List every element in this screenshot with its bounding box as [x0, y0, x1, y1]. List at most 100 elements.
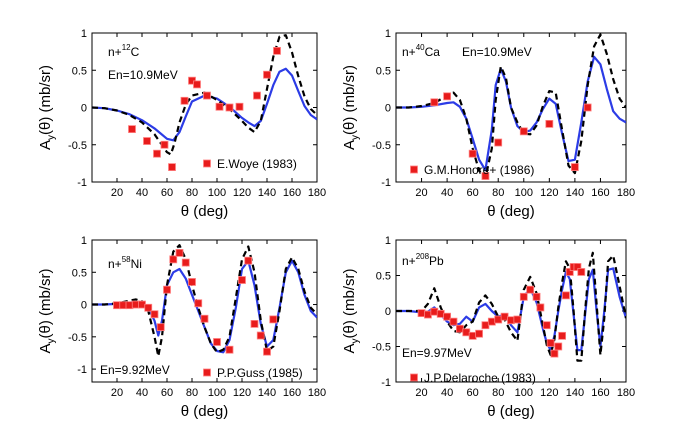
chart-panel-0: 20 40 60 80 100 120 140 160 180 -1 -0.5 0 0.5 1 θ (deg…	[37, 28, 326, 220]
x-axis-label: θ (deg)	[487, 203, 535, 220]
data-point	[481, 321, 490, 330]
data-point	[570, 163, 579, 172]
data-point	[144, 303, 153, 312]
data-point	[263, 70, 271, 79]
chart-panel-1: 20 40 60 80 100 120 140 160 180 -1 -0.5 0 0.5 1 θ (deg…	[341, 28, 635, 220]
x-tick-label: 160	[283, 387, 301, 399]
x-tick-label: 180	[308, 387, 326, 399]
data-point	[213, 338, 221, 346]
data-point	[494, 315, 503, 324]
data-point	[263, 347, 271, 356]
nucleus-prefix: n+	[402, 45, 416, 59]
energy-label: En=10.9MeV	[108, 68, 178, 82]
data-point	[494, 138, 503, 147]
data-point	[562, 291, 570, 300]
x-tick-label: 20	[415, 387, 427, 399]
x-tick-label: 140	[566, 387, 584, 399]
x-tick-label: 140	[258, 187, 276, 199]
y-label-rest: (θ) (mb/sr)	[341, 268, 358, 338]
data-point	[430, 98, 439, 107]
energy-label: En=10.9MeV	[462, 45, 532, 59]
data-point	[542, 321, 551, 330]
x-tick-label: 40	[441, 387, 453, 399]
x-tick-label: 60	[467, 187, 479, 199]
data-point	[526, 285, 535, 294]
y-tick-label: -1	[381, 377, 391, 389]
y-axis-label: Ay(θ) (mb/sr)	[341, 65, 361, 150]
x-tick-label: 100	[208, 387, 226, 399]
y-label-sub: y	[350, 135, 361, 140]
y-label-sub: y	[350, 338, 361, 343]
data-point	[507, 316, 515, 325]
y-tick-label: 0.5	[72, 267, 87, 279]
data-point	[487, 317, 496, 326]
nucleus-symbol: C	[131, 45, 140, 59]
x-tick-label: 80	[186, 187, 198, 199]
curves	[396, 251, 626, 362]
nucleus-mass: 58	[122, 255, 131, 264]
x-tick-label: 20	[111, 187, 123, 199]
x-tick-label: 160	[283, 187, 301, 199]
data-point	[468, 149, 477, 158]
legend-label: E.Woye (1983)	[217, 157, 297, 171]
x-tick-label: 180	[308, 187, 326, 199]
y-label-sub: y	[46, 338, 57, 343]
data-point	[443, 312, 452, 321]
data-point	[169, 255, 178, 264]
x-tick-label: 60	[467, 387, 479, 399]
y-label-rest: (θ) (mb/sr)	[37, 65, 54, 135]
data-point	[128, 125, 136, 134]
data-point	[163, 285, 171, 294]
legend-label: J.P.Delaroche (1983)	[424, 371, 536, 385]
nucleus-symbol: Ca	[425, 45, 441, 59]
nucleus-label: n+12C	[108, 43, 140, 59]
energy-label: En=9.97MeV	[402, 346, 472, 360]
data-point	[188, 278, 196, 286]
x-tick-label: 60	[161, 187, 173, 199]
series-line-blue	[396, 55, 626, 172]
data-point	[215, 102, 224, 111]
nucleus-mass: 40	[416, 43, 425, 52]
data-point	[558, 331, 567, 340]
y-tick-label: 1	[385, 28, 391, 40]
data-point	[150, 310, 159, 319]
data-point	[225, 103, 234, 112]
data-point	[545, 119, 554, 128]
data-point	[225, 345, 234, 354]
data-point	[468, 331, 477, 340]
plot-frame	[91, 239, 318, 383]
series-line-dashed	[396, 251, 626, 362]
data-point	[554, 342, 563, 351]
data-point	[256, 331, 265, 340]
nucleus-prefix: n+	[108, 257, 122, 271]
y-axis-label: Ay(θ) (mb/sr)	[341, 268, 361, 353]
x-tick-label: 40	[441, 187, 453, 199]
legend-marker	[410, 373, 418, 382]
y-tick-label: 0.5	[376, 271, 391, 283]
x-tick-label: 120	[233, 187, 251, 199]
chart-panel-2: 20 40 60 80 100 120 140 160 180 -1 -0.5 0 0.5 1 θ (deg…	[37, 235, 326, 420]
data-point	[253, 91, 261, 100]
data-point	[160, 140, 169, 149]
nucleus-symbol: Ni	[131, 257, 142, 271]
nucleus-prefix: n+	[402, 254, 416, 268]
x-tick-label: 120	[540, 387, 558, 399]
data-point	[455, 324, 464, 333]
x-axis-label: θ (deg)	[487, 403, 535, 420]
y-tick-label: 0.5	[376, 65, 391, 77]
data-point	[436, 309, 445, 318]
y-tick-label: -0.5	[68, 140, 87, 152]
curves	[92, 34, 317, 156]
y-axis-label: Ay(θ) (mb/sr)	[37, 268, 57, 353]
data-point	[513, 315, 522, 324]
x-tick-label: 160	[591, 187, 609, 199]
y-axis-label: Ay(θ) (mb/sr)	[37, 65, 57, 150]
y-label-main: A	[37, 140, 54, 150]
nucleus-label: n+208Pb	[402, 252, 444, 268]
x-tick-label: 20	[415, 187, 427, 199]
x-tick-label: 140	[258, 387, 276, 399]
y-tick-label: 0.5	[72, 65, 87, 77]
y-label-main: A	[37, 343, 54, 353]
y-tick-label: -1	[77, 177, 87, 189]
data-point	[462, 328, 471, 337]
